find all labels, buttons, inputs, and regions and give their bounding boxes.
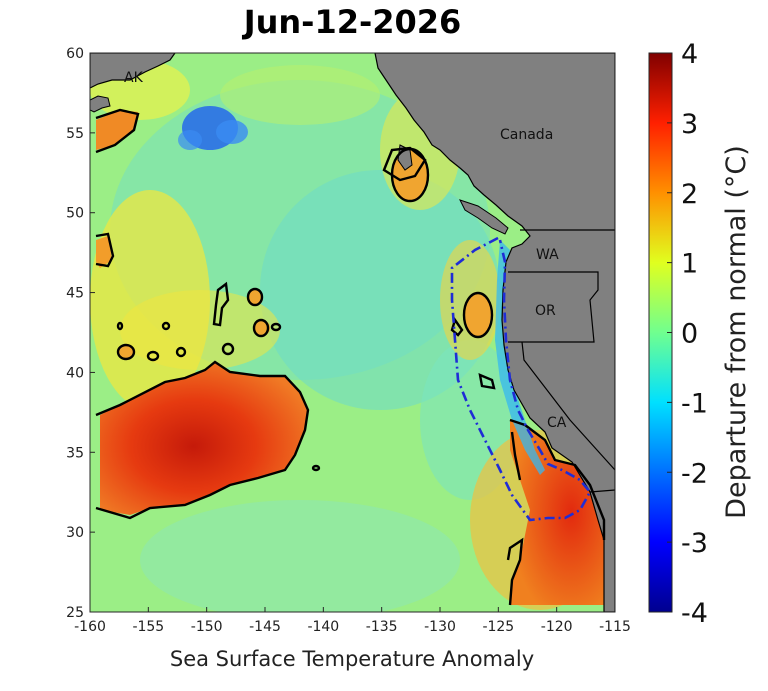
colorbar-tick-label: 3 [681,109,698,140]
colorbar-tick-label: 1 [681,249,698,280]
colorbar-tick-label: -2 [681,458,708,489]
x-tick-label: -145 [249,619,281,635]
x-tick-label: -155 [132,619,164,635]
x-tick-label: -130 [424,619,456,635]
y-axis-ticks: 60 55 50 45 40 35 30 25 [66,46,95,621]
cyan-dashed-contour [450,236,592,522]
colorbar-tick-label: -3 [681,528,708,559]
y-tick-label: 60 [66,46,84,62]
colorbar-tick-label: -4 [681,598,708,629]
x-tick-label: -125 [482,619,514,635]
colorbar-label: Departure from normal (°C) [721,145,752,519]
y-tick-label: 55 [66,126,84,142]
map-title: Jun-12-2026 [243,3,462,41]
y-tick-label: 40 [66,365,84,381]
label-or: OR [535,303,556,319]
colorbar-tick-label: 0 [681,319,698,350]
x-tick-label: -160 [74,619,106,635]
colorbar-tick-label: 4 [681,39,698,70]
state-borders [508,229,615,493]
anomaly-field [90,53,615,612]
x-tick-label: -140 [307,619,339,635]
x-tick-label: -120 [541,619,573,635]
plot-frame [89,52,616,613]
colorbar-tick-label: -1 [681,388,708,419]
label-wa: WA [536,247,559,263]
colorbar-tick-label: 2 [681,179,698,210]
x-axis-ticks: -160 -155 -150 -145 -140 -135 -130 -125 -120 -115 [74,607,631,635]
y-tick-label: 30 [66,525,84,541]
label-ak: AK [124,70,144,86]
label-canada: Canada [500,127,553,143]
y-tick-label: 50 [66,206,84,222]
x-tick-label: -115 [599,619,631,635]
warm-anomaly-contours [95,108,606,606]
land-alaska [90,53,176,89]
colorbar-ticks: 4 3 2 1 0 -1 -2 -3 -4 [667,39,708,629]
y-tick-label: 45 [66,286,84,302]
x-tick-label: -135 [366,619,398,635]
y-tick-label: 25 [66,605,84,621]
x-tick-label: -150 [191,619,223,635]
label-ca: CA [547,415,567,431]
y-tick-label: 35 [66,445,84,461]
x-axis-label: Sea Surface Temperature Anomaly [170,647,534,671]
